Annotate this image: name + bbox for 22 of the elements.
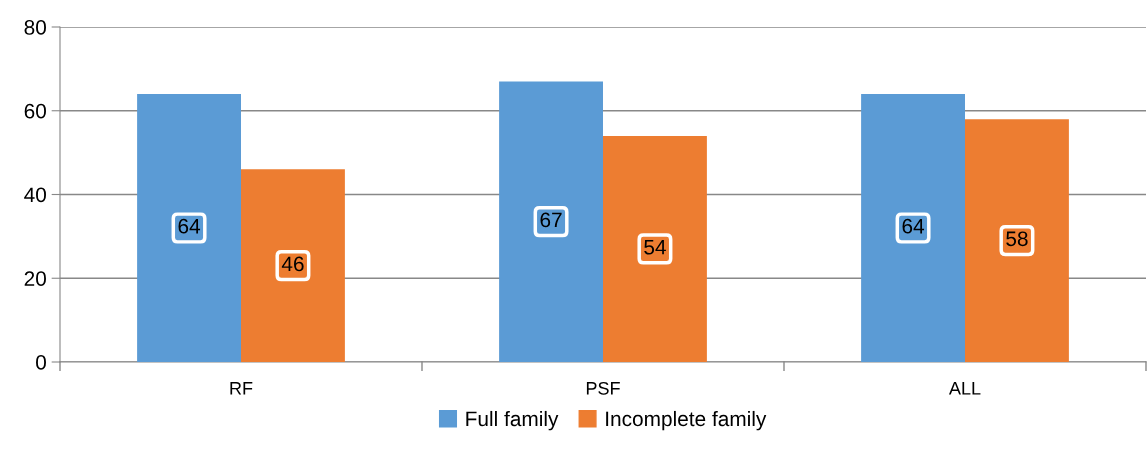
legend-label: Full family (466, 410, 559, 431)
y-tick-label: 0 (36, 355, 46, 370)
y-tick-label: 20 (24, 271, 46, 286)
data-label: 64 (178, 218, 201, 234)
y-tick-label: 80 (24, 20, 46, 35)
bar (965, 119, 1069, 362)
bar (861, 94, 965, 362)
x-tick-label: ALL (948, 382, 981, 395)
legend-label: Incomplete family (606, 410, 767, 431)
x-tick-label: PSF (586, 381, 620, 395)
x-tick-label: RF (230, 382, 253, 395)
data-label: 58 (1006, 231, 1028, 247)
data-label: 67 (540, 212, 562, 228)
y-tick-label: 60 (24, 103, 46, 119)
data-label: 46 (281, 256, 304, 272)
y-tick-label: 40 (24, 187, 46, 203)
bar (137, 94, 241, 362)
bar (241, 169, 345, 362)
bar (499, 81, 603, 362)
data-label: 64 (902, 218, 925, 234)
bar (603, 135, 707, 362)
data-label: 54 (644, 239, 666, 255)
